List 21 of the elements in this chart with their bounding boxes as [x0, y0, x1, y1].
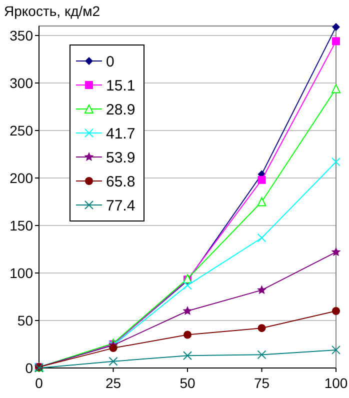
x-tick-label: 75: [254, 375, 270, 391]
legend-label: 77.4: [106, 197, 136, 214]
y-tick-label: 200: [10, 170, 34, 186]
legend-label: 65.8: [106, 173, 136, 190]
x-tick-label: 0: [35, 375, 44, 391]
y-tick-label: 150: [10, 217, 34, 234]
legend-label: 0: [106, 53, 114, 70]
legend-label: 15.1: [106, 77, 136, 94]
y-tick-label: 50: [17, 312, 34, 328]
y-tick-label: 0: [25, 360, 34, 376]
x-tick-label: 100: [324, 375, 348, 391]
y-tick-label: 250: [10, 122, 34, 138]
legend-label: 28.9: [106, 101, 136, 118]
y-axis-title: Яркость, кд/м2: [4, 3, 100, 19]
y-tick-label: 350: [10, 27, 34, 44]
legend-label: 41.7: [106, 125, 136, 142]
legend-label: 53.9: [106, 149, 136, 166]
y-tick-label: 300: [10, 74, 34, 91]
x-tick-label: 25: [105, 375, 122, 391]
x-tick-label: 50: [180, 375, 196, 391]
y-tick-label: 100: [10, 264, 34, 281]
